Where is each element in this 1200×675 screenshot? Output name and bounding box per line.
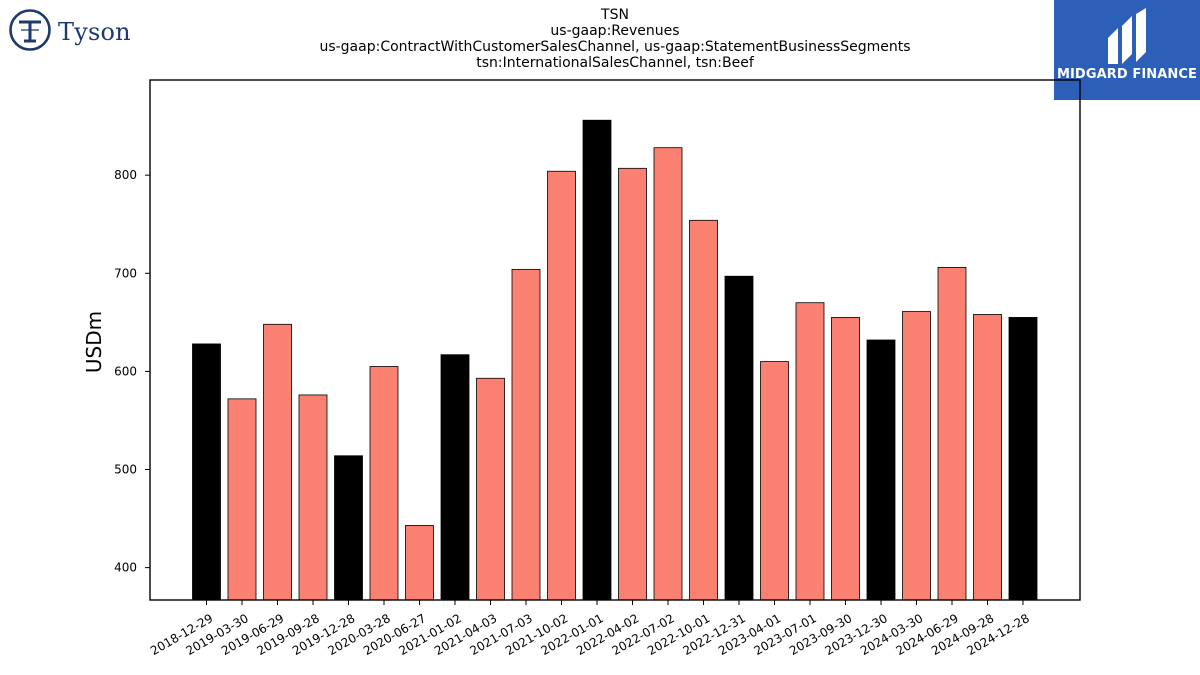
bar <box>440 354 470 601</box>
bar <box>369 366 399 601</box>
y-tick-label: 800 <box>114 168 137 182</box>
bar <box>760 361 789 601</box>
midgard-mark-icon <box>1108 8 1146 64</box>
chart-subtitle-2: us-gaap:ContractWithCustomerSalesChannel… <box>319 39 911 55</box>
bar <box>795 302 825 601</box>
bar <box>582 119 612 601</box>
bar <box>618 167 647 601</box>
bar <box>476 377 505 601</box>
bar <box>334 455 363 601</box>
chart-titles: TSN us-gaap:Revenues us-gaap:ContractWit… <box>150 7 1080 71</box>
bar <box>547 170 576 601</box>
y-axis-label: USDm <box>82 311 106 373</box>
bar <box>298 394 328 601</box>
bar <box>831 317 860 601</box>
midgard-finance-logo: MIDGARD FINANCE <box>1054 0 1200 100</box>
y-tick-label: 400 <box>114 561 137 575</box>
bar <box>724 275 754 601</box>
plot-frame <box>149 79 1081 601</box>
bars-group <box>192 119 1038 601</box>
tyson-logo: Tyson <box>6 8 146 54</box>
y-tick-label: 700 <box>114 266 137 280</box>
bar <box>689 219 718 601</box>
bar <box>653 147 683 601</box>
chart-title: TSN <box>601 7 629 23</box>
bar <box>192 343 221 601</box>
chart-subtitle-3: tsn:InternationalSalesChannel, tsn:Beef <box>476 55 754 71</box>
bar <box>902 311 931 601</box>
tyson-emblem-icon <box>9 9 51 51</box>
y-tick-label: 600 <box>114 364 137 378</box>
bar <box>511 268 541 601</box>
midgard-finance-name: MIDGARD FINANCE <box>1056 67 1198 82</box>
bar <box>227 398 257 601</box>
y-tick-label: 500 <box>114 463 137 477</box>
bar <box>405 525 434 601</box>
tyson-wordmark: Tyson <box>58 18 131 46</box>
bar <box>1008 317 1038 601</box>
y-axis: 400 500 600 700 800 <box>114 168 150 575</box>
bar <box>937 266 967 601</box>
bar <box>973 314 1002 601</box>
bar <box>263 323 292 601</box>
bar <box>866 339 896 601</box>
x-axis: 2018-12-292019-03-302019-06-292019-09-28… <box>148 600 1032 658</box>
chart-subtitle-1: us-gaap:Revenues <box>550 23 680 39</box>
